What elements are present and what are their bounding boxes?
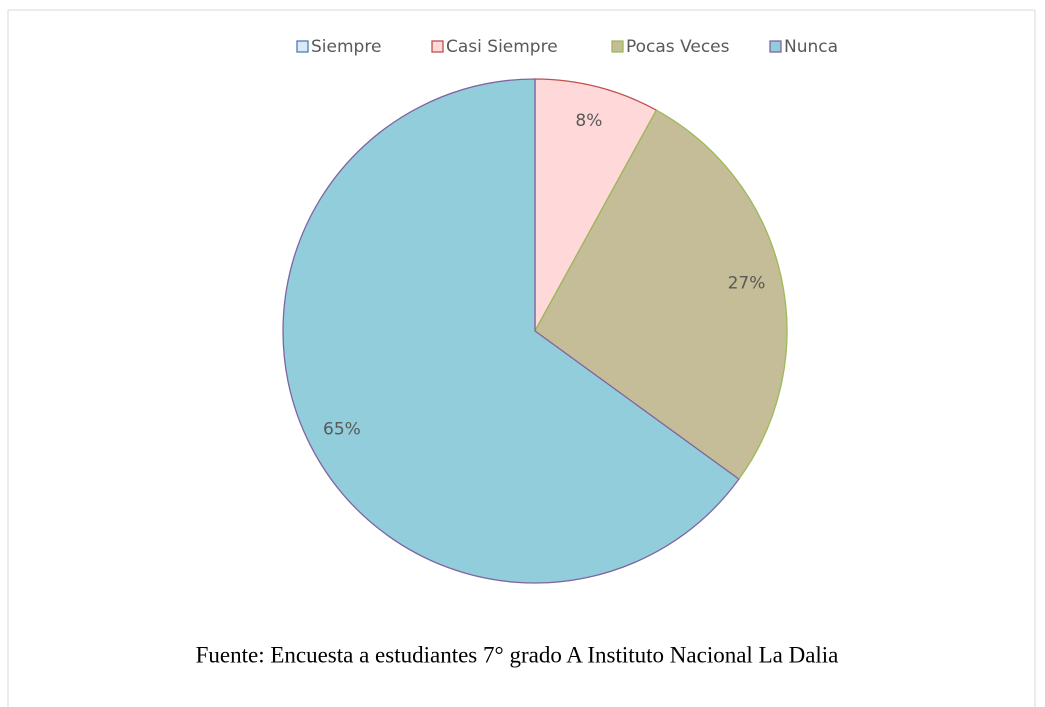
legend-label: Nunca xyxy=(784,37,838,57)
pie-slice xyxy=(282,78,740,584)
legend-swatch xyxy=(296,40,309,53)
pie-slice xyxy=(534,109,788,481)
data-label: 27% xyxy=(728,274,766,294)
legend-swatch xyxy=(769,40,782,53)
legend-swatch xyxy=(611,40,624,53)
pie-slice xyxy=(534,78,658,332)
legend-label: Casi Siempre xyxy=(446,37,558,57)
data-label: 8% xyxy=(575,111,602,131)
legend-label: Pocas Veces xyxy=(626,37,730,57)
data-label: 65% xyxy=(323,419,361,439)
legend-swatch xyxy=(431,40,444,53)
source-note: Fuente: Encuesta a estudiantes 7° grado … xyxy=(196,642,839,667)
legend-label: Siempre xyxy=(311,37,381,57)
